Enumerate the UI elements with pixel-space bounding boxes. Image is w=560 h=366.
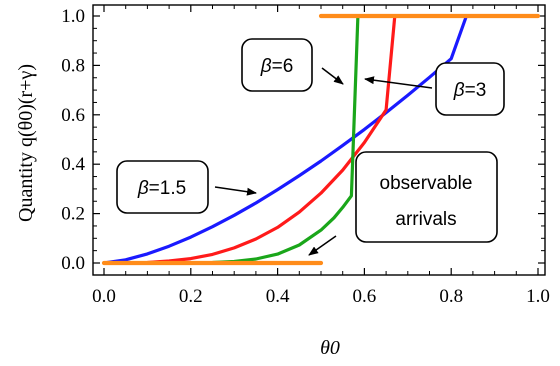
series-line--1-5 <box>102 14 468 265</box>
y-tick-label: 0.2 <box>61 204 85 225</box>
y-tick-label: 0.6 <box>61 105 85 126</box>
annotation-box-observable-arrivals <box>355 151 498 243</box>
arrow-beta1-5 <box>214 186 257 196</box>
y-tick-label: 0.0 <box>61 253 85 274</box>
arrow-observable-arrivals <box>308 235 337 256</box>
y-tick-label: 0.8 <box>61 55 85 76</box>
x-tick-label: 1.0 <box>526 286 550 307</box>
x-axis-title: θ0 <box>320 337 340 359</box>
tick-labels: 0.0 0.2 0.4 0.6 0.8 1.0 0.0 0.2 0.4 0.6 0.8 1.0 <box>61 6 550 307</box>
annotation-box-beta1-5 <box>116 160 209 214</box>
annotations: β=6 β=3 β=1.5 observable arrivals <box>116 38 505 256</box>
annotation-label-beta1-5: β=1.5 <box>137 178 186 199</box>
axis-ticks <box>93 5 545 275</box>
annotation-box-beta3 <box>435 62 505 116</box>
x-tick-label: 0.6 <box>353 286 377 307</box>
y-axis-title: Quantity q(θ0)(r+γ) <box>15 64 37 222</box>
svg-text:Quantity q(θ0)(r+γ): Quantity q(θ0)(r+γ) <box>15 64 37 222</box>
annotation-label-observable: observable <box>380 173 473 194</box>
x-tick-label: 0.2 <box>179 286 203 307</box>
x-tick-label: 0.0 <box>92 286 116 307</box>
annotation-box-beta6 <box>241 38 313 92</box>
annotation-label-arrivals: arrivals <box>395 209 456 230</box>
y-tick-label: 0.4 <box>61 154 85 175</box>
series-layer <box>101 13 541 266</box>
arrow-beta6 <box>321 67 344 85</box>
arrow-beta3 <box>364 76 433 89</box>
y-tick-label: 1.0 <box>61 6 85 27</box>
series-line--6 <box>102 14 360 265</box>
x-tick-label: 0.4 <box>266 286 290 307</box>
annotation-label-beta3: β=3 <box>453 80 487 101</box>
x-tick-label: 0.8 <box>439 286 463 307</box>
annotation-label-beta6: β=6 <box>260 56 294 77</box>
